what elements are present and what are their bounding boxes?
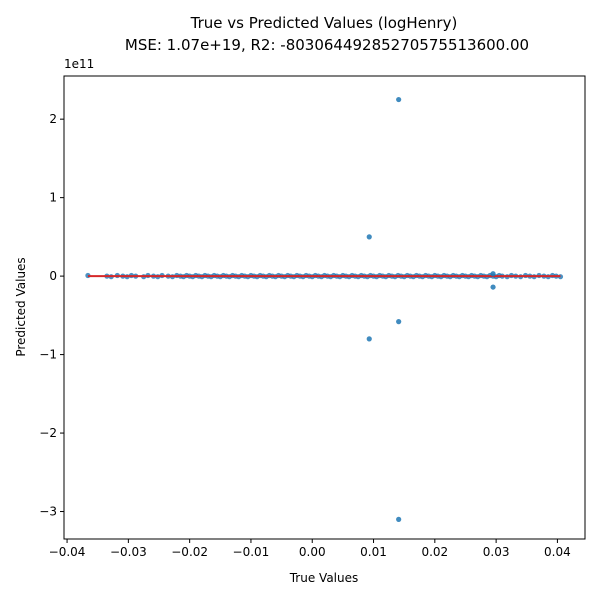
outlier-point — [490, 284, 496, 290]
x-ticks: −0.04 −0.03 −0.02 −0.01 0.00 0.01 0.02 0.03 0.04 — [49, 539, 571, 559]
outlier-point — [396, 96, 402, 103]
y-offset-label: 1e11 — [64, 57, 94, 71]
x-tick-label: 0.01 — [360, 545, 387, 559]
outlier-point — [396, 319, 402, 325]
plot-marks — [85, 96, 564, 522]
chart-subtitle: MSE: 1.07e+19, R2: -80306449285270575513… — [125, 36, 529, 54]
outlier-point — [490, 271, 496, 277]
y-tick-label: −1 — [39, 348, 57, 362]
y-axis-label: Predicted Values — [14, 257, 28, 356]
outlier-point — [396, 516, 402, 522]
x-tick-label: −0.01 — [233, 545, 270, 559]
y-tick-label: 2 — [49, 112, 57, 126]
y-tick-label: −2 — [39, 426, 57, 440]
plot-frame — [63, 75, 586, 540]
x-tick-label: 0.03 — [483, 545, 510, 559]
y-ticks: 2 1 0 −1 −2 −3 — [39, 112, 64, 519]
x-tick-label: −0.04 — [49, 545, 86, 559]
y-tick-label: 0 — [49, 269, 57, 283]
x-tick-label: 0.00 — [299, 545, 326, 559]
x-tick-label: 0.02 — [421, 545, 448, 559]
x-tick-label: −0.02 — [171, 545, 208, 559]
outlier-point — [366, 234, 372, 240]
y-tick-label: 1 — [49, 191, 57, 205]
chart-title: True vs Predicted Values (logHenry) — [190, 14, 458, 32]
x-axis-label: True Values — [289, 571, 359, 585]
y-tick-label: −3 — [39, 505, 57, 519]
outlier-point — [366, 336, 372, 342]
x-tick-label: −0.03 — [110, 545, 147, 559]
x-tick-label: 0.04 — [544, 545, 571, 559]
